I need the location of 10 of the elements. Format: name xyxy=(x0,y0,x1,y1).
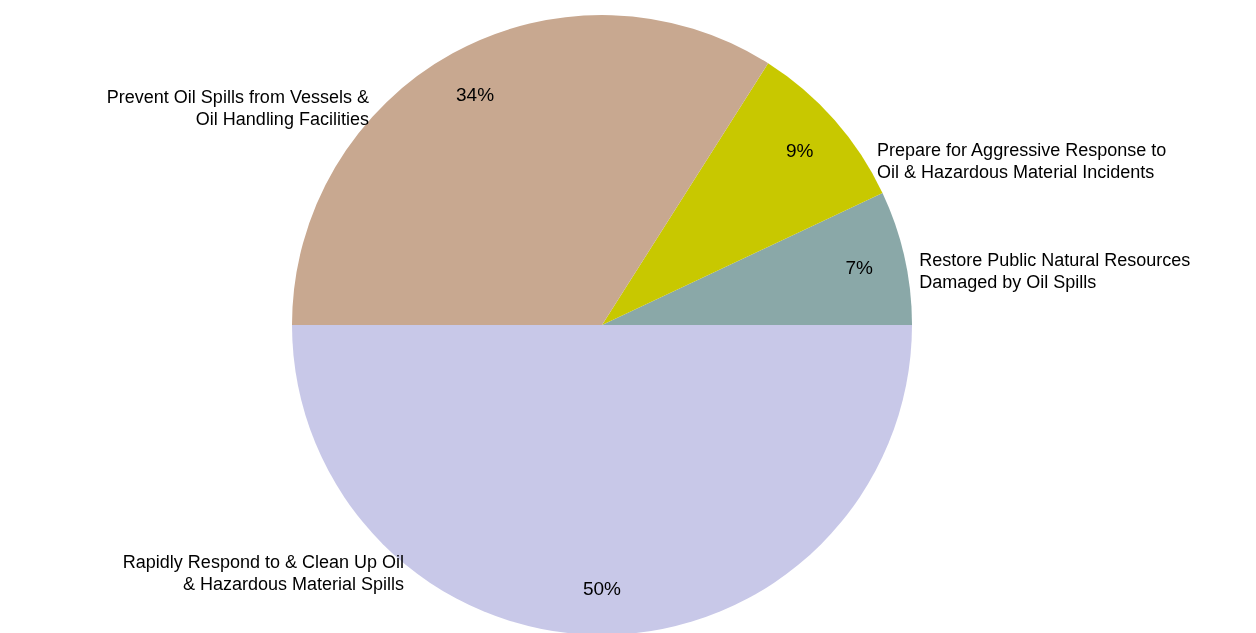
slice-label: Rapidly Respond to & Clean Up Oil & Hazardous Material Spills xyxy=(122,552,404,594)
slice-label: Restore Public Natural Resources Damaged by Oil Spills xyxy=(919,249,1191,292)
data-label: 9% xyxy=(785,140,814,162)
pie-slice xyxy=(602,193,912,325)
data-label: 50% xyxy=(582,578,622,599)
data-label: 34% xyxy=(456,83,495,105)
slice-label: Prepare for Aggressive Response to Oil & Hazardous Material Incidents xyxy=(877,139,1167,182)
pie-slice xyxy=(292,15,769,325)
data-label: 7% xyxy=(845,257,873,279)
slice-label: Prevent Oil Spills from Vessels & Oil Handling Facilities xyxy=(106,86,369,129)
